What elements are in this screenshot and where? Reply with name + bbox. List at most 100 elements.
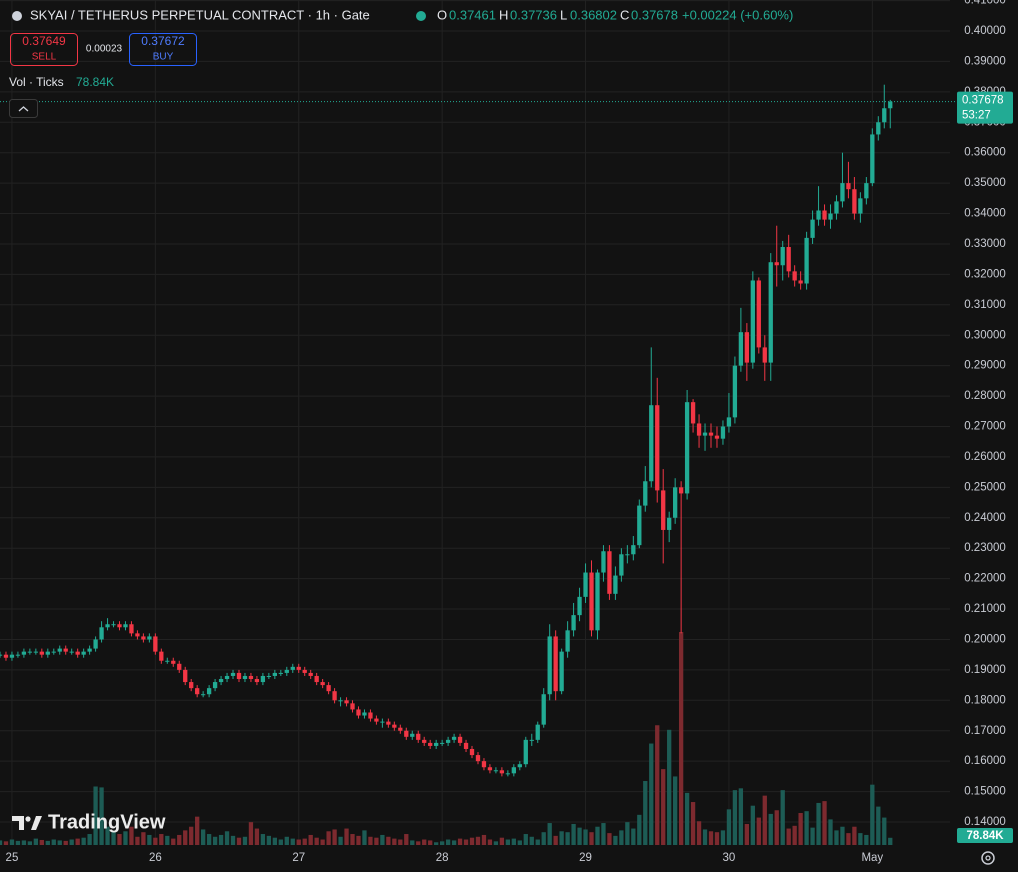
- candle-body: [439, 742, 445, 744]
- volume-bar: [583, 829, 588, 845]
- y-tick-label: 0.41000: [964, 0, 1006, 7]
- volume-bar: [732, 790, 738, 845]
- volume-bar: [87, 834, 92, 845]
- ohlc-o-value: 0.37461: [449, 7, 496, 22]
- candle-body: [613, 575, 618, 594]
- candle-body: [475, 755, 481, 762]
- volume-bar: [129, 826, 134, 845]
- candle-body: [798, 280, 803, 284]
- sell-button[interactable]: [10, 33, 78, 66]
- candle-body: [553, 636, 558, 692]
- candle-body: [505, 773, 511, 775]
- volume-bar: [738, 788, 744, 845]
- candle-body: [278, 672, 283, 674]
- volume-bar: [637, 814, 642, 845]
- candle-body: [356, 709, 361, 716]
- last-price: 0.37678: [962, 95, 1004, 107]
- candle-body: [702, 432, 708, 436]
- candle-body: [643, 481, 648, 506]
- candle-body: [236, 672, 242, 680]
- candle-body: [57, 648, 62, 652]
- candle-body: [511, 767, 516, 774]
- candle-body: [684, 402, 690, 494]
- volume-bar: [212, 836, 218, 845]
- volume-bar: [487, 839, 493, 845]
- y-tick-label: 0.16000: [964, 755, 1006, 767]
- candle-body: [63, 648, 68, 652]
- volume-bar: [51, 839, 56, 845]
- volume-bar: [278, 839, 283, 845]
- candle-body: [380, 721, 385, 723]
- candle-body: [792, 271, 797, 281]
- volume-bar: [852, 826, 857, 845]
- candle-body: [595, 572, 600, 631]
- x-tick-label: 26: [149, 852, 162, 864]
- volume-bar: [404, 834, 409, 845]
- candle-body: [762, 347, 767, 363]
- x-tick-label: 30: [723, 852, 736, 864]
- candle-body: [200, 694, 206, 696]
- volume-bar: [720, 830, 726, 845]
- candle-body: [870, 134, 875, 184]
- candle-body: [744, 332, 750, 363]
- volume-bar: [499, 837, 505, 845]
- candle-body: [876, 122, 881, 135]
- volume-bar: [451, 840, 457, 845]
- volume-bar: [469, 837, 475, 845]
- y-tick-label: 0.25000: [964, 481, 1006, 493]
- volume-bar: [57, 840, 62, 845]
- volume-bar: [667, 729, 672, 845]
- volume-bar: [0, 840, 3, 845]
- candle-body: [308, 672, 313, 676]
- y-tick-label: 0.26000: [964, 451, 1006, 463]
- y-tick-label: 0.31000: [964, 299, 1006, 311]
- collapse-button[interactable]: [9, 99, 38, 118]
- buy-button[interactable]: [129, 33, 197, 66]
- candle-body: [0, 654, 3, 656]
- volume-bar: [714, 832, 720, 845]
- candle-body: [583, 572, 588, 597]
- candle-body: [888, 101, 893, 109]
- watermark-text: TradingView: [48, 811, 166, 833]
- candle-body: [428, 742, 433, 746]
- volume-bar: [380, 834, 385, 845]
- candle-body: [577, 596, 582, 616]
- volume-last: 78.84K: [76, 75, 114, 89]
- volume-bar: [834, 830, 839, 845]
- candle-body: [332, 691, 337, 701]
- candle-body: [565, 630, 570, 652]
- candle-body: [105, 624, 110, 628]
- volume-bar: [350, 834, 355, 845]
- candle-body: [726, 417, 732, 427]
- volume-bar: [595, 826, 600, 845]
- candle-body: [607, 551, 612, 594]
- candle-body: [141, 636, 146, 640]
- candle-body: [822, 210, 827, 220]
- volume-bar: [9, 839, 15, 845]
- candle-body: [631, 545, 636, 555]
- candle-body: [708, 432, 714, 436]
- candle-body: [816, 210, 821, 220]
- volume-bar: [864, 834, 869, 845]
- volume-bar: [828, 819, 833, 845]
- volume-bar: [493, 841, 499, 845]
- volume-bar: [189, 826, 194, 845]
- volume-bar: [422, 839, 427, 845]
- volume-bar: [21, 840, 27, 845]
- candle-body: [326, 685, 331, 692]
- settings-button[interactable]: [981, 851, 995, 865]
- candle-body: [254, 679, 260, 683]
- volume-bar: [481, 834, 487, 845]
- volume-bar: [3, 841, 9, 845]
- candle-body: [625, 554, 630, 556]
- candle-body: [9, 654, 15, 658]
- ohlc-c: C: [620, 7, 629, 22]
- volume-bar: [559, 831, 564, 845]
- candle-body: [834, 201, 839, 214]
- candle-body: [386, 721, 391, 725]
- volume-bar: [684, 792, 690, 845]
- candle-body: [248, 675, 254, 680]
- candle-body: [3, 654, 9, 658]
- volume-bar: [195, 816, 200, 845]
